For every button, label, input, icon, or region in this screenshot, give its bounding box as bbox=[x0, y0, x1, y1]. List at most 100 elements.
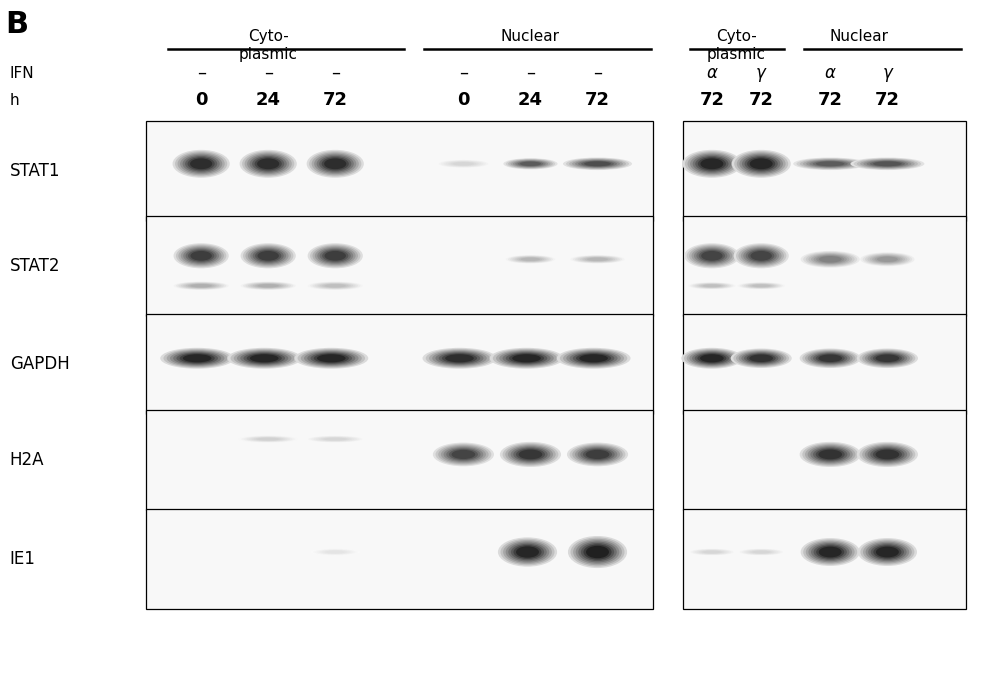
Ellipse shape bbox=[512, 354, 541, 362]
Ellipse shape bbox=[308, 282, 363, 290]
Ellipse shape bbox=[422, 348, 496, 369]
Ellipse shape bbox=[694, 283, 730, 289]
Ellipse shape bbox=[185, 284, 217, 288]
Ellipse shape bbox=[871, 447, 904, 461]
Text: 72: 72 bbox=[748, 91, 774, 109]
Ellipse shape bbox=[520, 162, 541, 166]
Ellipse shape bbox=[575, 160, 620, 168]
Ellipse shape bbox=[578, 256, 617, 262]
FancyBboxPatch shape bbox=[683, 314, 966, 414]
Ellipse shape bbox=[877, 256, 898, 262]
Ellipse shape bbox=[185, 156, 217, 171]
Ellipse shape bbox=[736, 245, 787, 267]
Ellipse shape bbox=[243, 282, 294, 289]
Ellipse shape bbox=[868, 352, 907, 365]
Ellipse shape bbox=[813, 447, 847, 461]
Text: 0: 0 bbox=[458, 91, 469, 109]
Ellipse shape bbox=[736, 350, 787, 367]
Text: IFN: IFN bbox=[10, 66, 35, 81]
Ellipse shape bbox=[436, 443, 491, 466]
Ellipse shape bbox=[432, 351, 487, 366]
Ellipse shape bbox=[313, 282, 358, 289]
Ellipse shape bbox=[306, 436, 365, 443]
Ellipse shape bbox=[317, 283, 353, 289]
Ellipse shape bbox=[749, 355, 773, 362]
Ellipse shape bbox=[572, 159, 623, 169]
Text: –: – bbox=[263, 64, 273, 82]
Ellipse shape bbox=[167, 350, 228, 367]
Ellipse shape bbox=[860, 252, 915, 266]
Ellipse shape bbox=[254, 157, 282, 170]
Text: Nuclear: Nuclear bbox=[829, 29, 888, 45]
Ellipse shape bbox=[569, 159, 626, 169]
Ellipse shape bbox=[160, 348, 235, 369]
Ellipse shape bbox=[865, 351, 910, 365]
Ellipse shape bbox=[581, 543, 614, 561]
Ellipse shape bbox=[810, 446, 850, 463]
Ellipse shape bbox=[696, 550, 728, 554]
Ellipse shape bbox=[578, 160, 617, 167]
Ellipse shape bbox=[317, 354, 346, 362]
Ellipse shape bbox=[576, 353, 611, 363]
Ellipse shape bbox=[805, 444, 856, 465]
Ellipse shape bbox=[489, 348, 564, 369]
Ellipse shape bbox=[584, 162, 611, 166]
Ellipse shape bbox=[695, 156, 729, 171]
Ellipse shape bbox=[180, 247, 222, 265]
Ellipse shape bbox=[499, 351, 554, 366]
Ellipse shape bbox=[247, 283, 289, 289]
Ellipse shape bbox=[868, 446, 907, 463]
Ellipse shape bbox=[871, 544, 904, 560]
Text: 72: 72 bbox=[817, 91, 843, 109]
Ellipse shape bbox=[311, 436, 360, 442]
Ellipse shape bbox=[570, 443, 625, 466]
Ellipse shape bbox=[449, 162, 478, 166]
Ellipse shape bbox=[587, 258, 608, 261]
Ellipse shape bbox=[745, 550, 777, 554]
Ellipse shape bbox=[740, 153, 783, 174]
Ellipse shape bbox=[580, 256, 615, 262]
Ellipse shape bbox=[170, 351, 225, 366]
Ellipse shape bbox=[857, 348, 918, 368]
Ellipse shape bbox=[586, 450, 609, 459]
Ellipse shape bbox=[703, 284, 721, 287]
Ellipse shape bbox=[681, 348, 742, 369]
Ellipse shape bbox=[801, 251, 860, 268]
Ellipse shape bbox=[244, 436, 293, 442]
Ellipse shape bbox=[698, 284, 725, 288]
Ellipse shape bbox=[873, 162, 902, 166]
Ellipse shape bbox=[255, 284, 281, 288]
Ellipse shape bbox=[804, 252, 857, 267]
FancyBboxPatch shape bbox=[146, 410, 653, 510]
Text: 24: 24 bbox=[518, 91, 543, 109]
Ellipse shape bbox=[682, 150, 741, 178]
Ellipse shape bbox=[861, 539, 914, 565]
Ellipse shape bbox=[248, 437, 288, 441]
Ellipse shape bbox=[239, 436, 298, 443]
Ellipse shape bbox=[750, 551, 772, 553]
Ellipse shape bbox=[315, 283, 356, 289]
Ellipse shape bbox=[246, 282, 291, 289]
Ellipse shape bbox=[738, 282, 785, 289]
Ellipse shape bbox=[438, 445, 489, 464]
Ellipse shape bbox=[691, 247, 733, 265]
Ellipse shape bbox=[176, 353, 218, 364]
Ellipse shape bbox=[698, 157, 726, 170]
Ellipse shape bbox=[810, 160, 851, 167]
Ellipse shape bbox=[741, 283, 781, 289]
Ellipse shape bbox=[803, 443, 858, 466]
Ellipse shape bbox=[573, 353, 614, 364]
Ellipse shape bbox=[689, 351, 735, 366]
Ellipse shape bbox=[164, 348, 231, 368]
Ellipse shape bbox=[174, 243, 229, 268]
Ellipse shape bbox=[451, 162, 476, 166]
Ellipse shape bbox=[439, 160, 488, 167]
Ellipse shape bbox=[182, 155, 220, 173]
Ellipse shape bbox=[692, 351, 732, 365]
Ellipse shape bbox=[703, 551, 721, 553]
Ellipse shape bbox=[572, 445, 623, 464]
Ellipse shape bbox=[750, 284, 772, 287]
Ellipse shape bbox=[314, 353, 349, 363]
Ellipse shape bbox=[506, 255, 555, 263]
Text: –: – bbox=[593, 64, 602, 82]
